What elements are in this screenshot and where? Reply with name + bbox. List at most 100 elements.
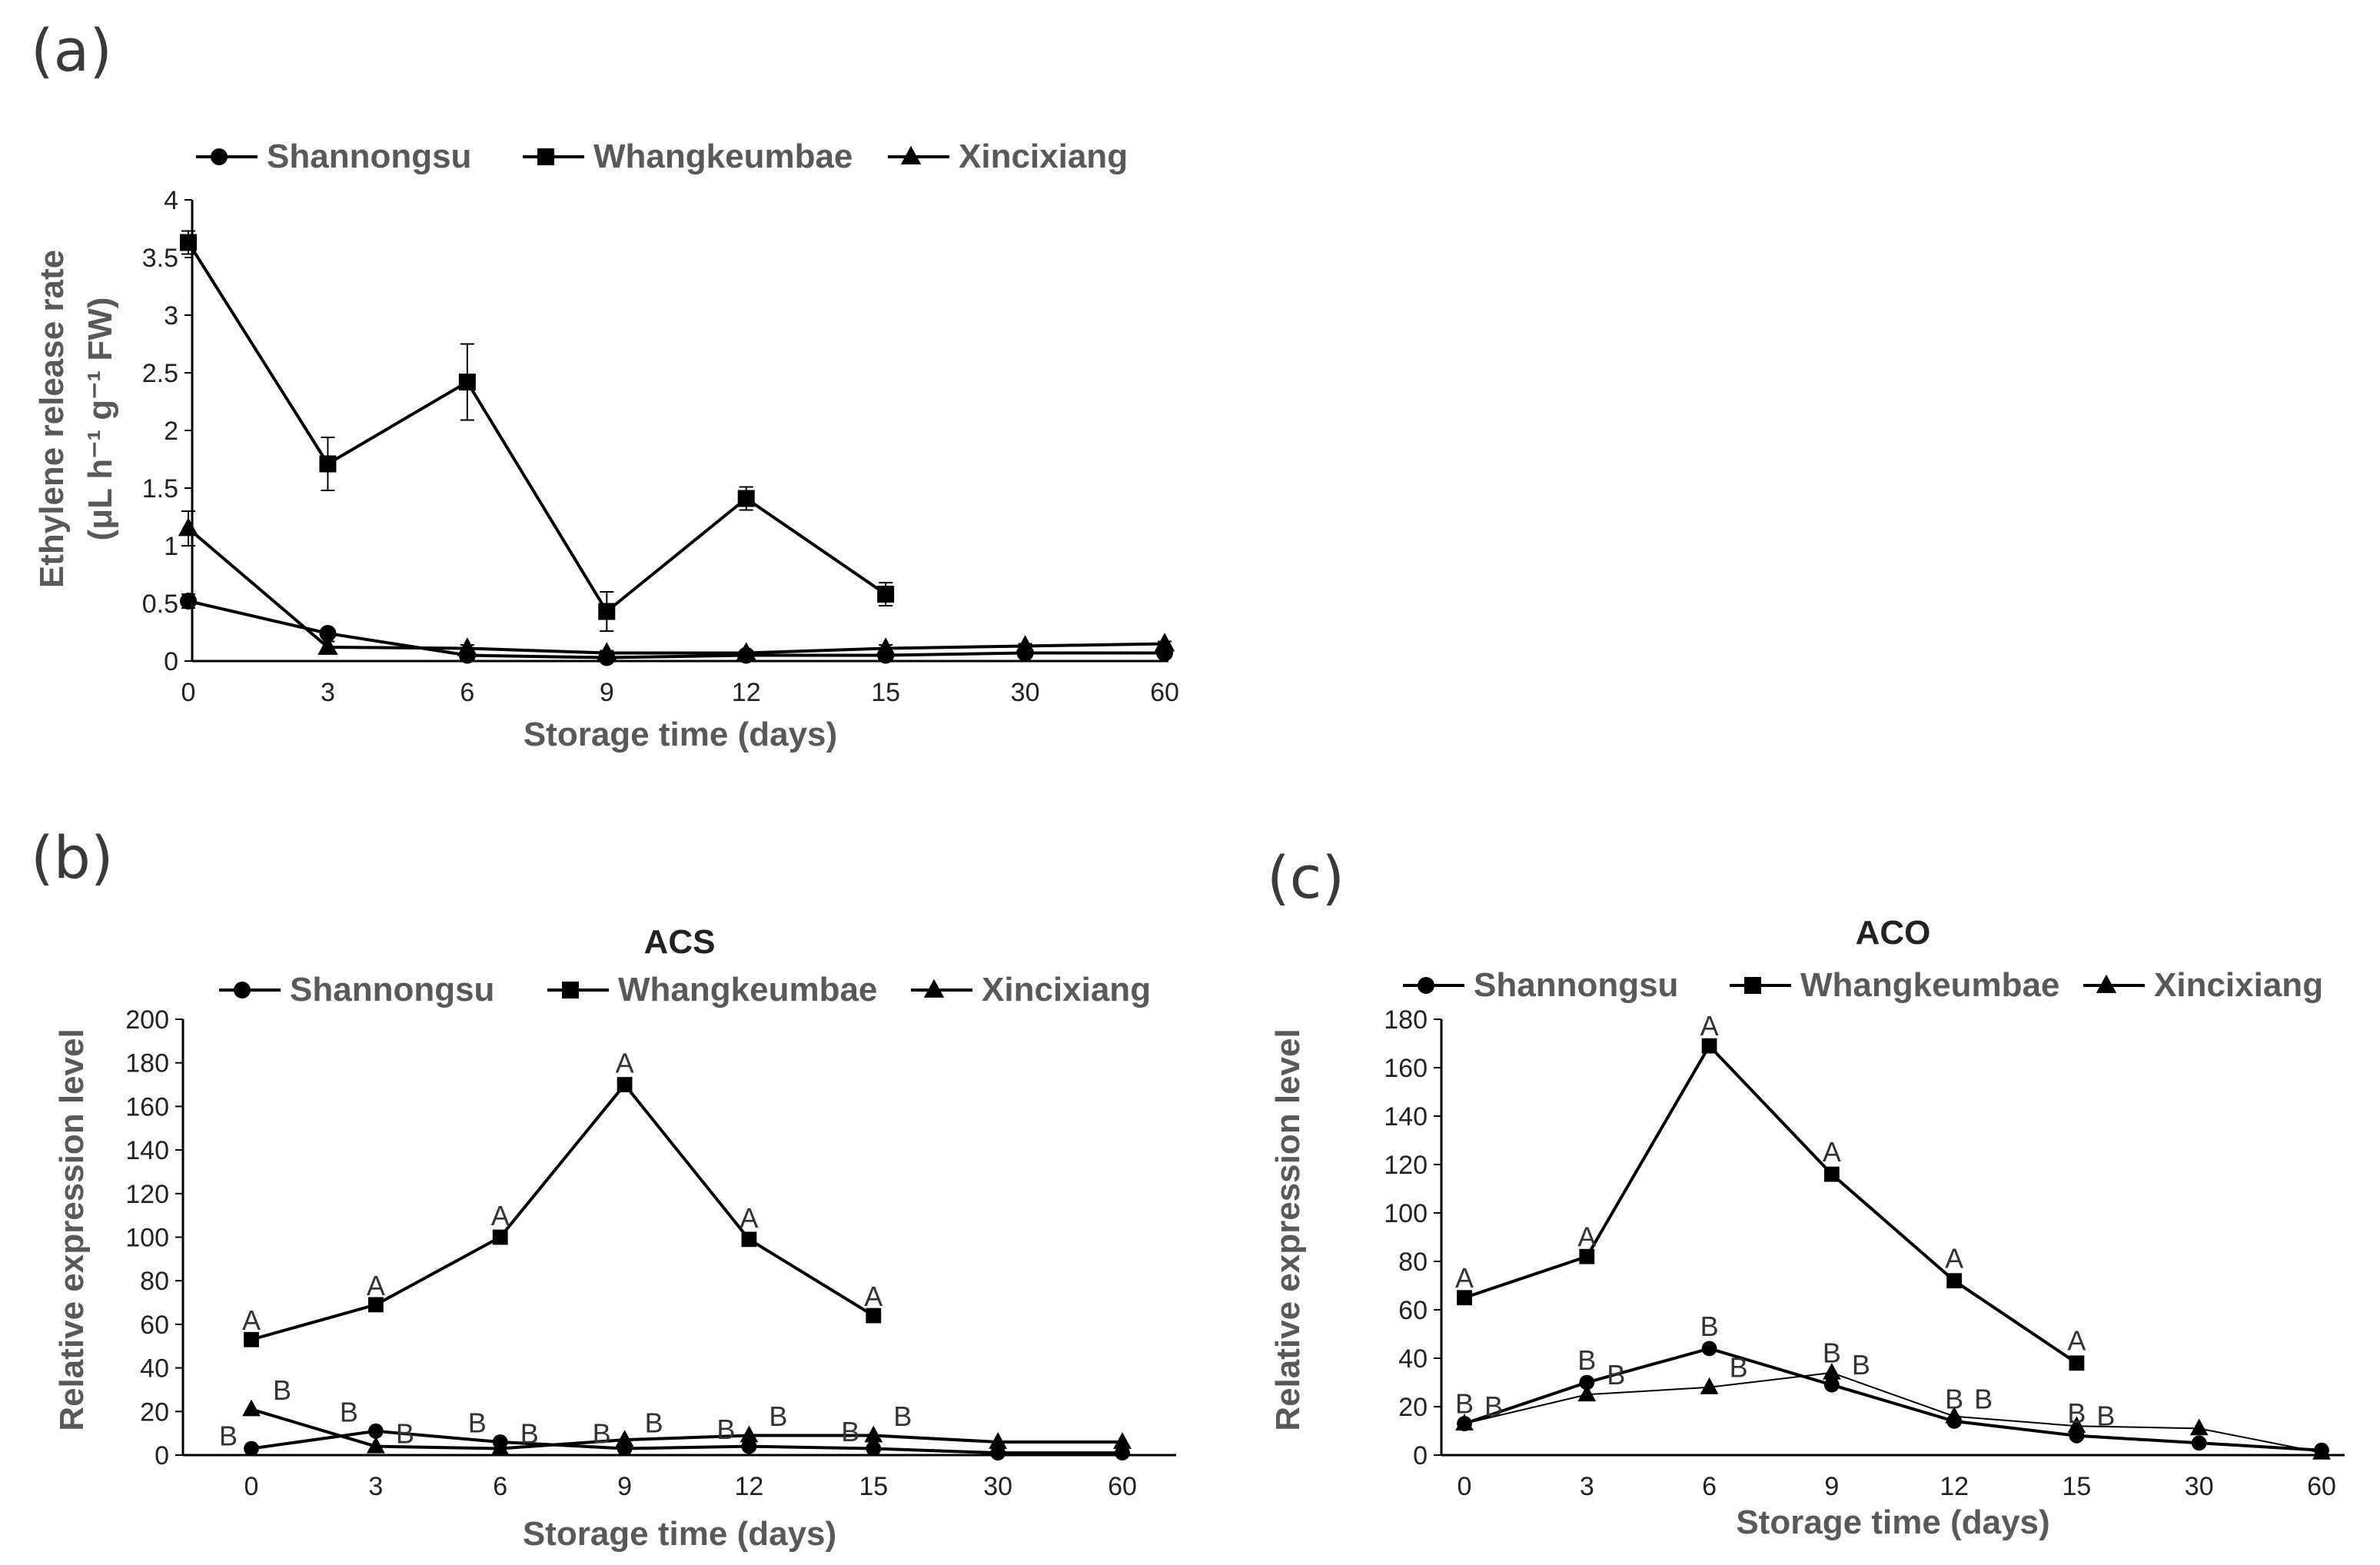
x-tick-label: 9 xyxy=(617,1472,632,1501)
significance-letter: B xyxy=(716,1414,735,1445)
significance-letter: A xyxy=(491,1200,510,1231)
panel-letter-b: (b) xyxy=(31,823,114,892)
chart-aco-expression: ACO Shannongsu Whangkeumbae Xincixiang 0 20 40… xyxy=(1269,914,2345,1541)
data-point-square xyxy=(598,603,616,620)
data-point-square xyxy=(458,374,476,390)
legend-marker-circle xyxy=(211,148,228,165)
data-point-circle xyxy=(1823,1377,1840,1393)
data-point-triangle xyxy=(178,517,199,537)
x-axis-label: Storage time (days) xyxy=(524,716,837,753)
data-point-triangle xyxy=(1700,1377,1719,1394)
legend-marker-square xyxy=(537,148,554,165)
data-point-square xyxy=(319,455,337,473)
significance-letter: B xyxy=(1607,1359,1625,1391)
y-tick-label: 120 xyxy=(125,1180,169,1209)
series-line-triangle xyxy=(251,1407,1122,1450)
y-tick-label: 0 xyxy=(155,1441,169,1470)
x-tick-label: 12 xyxy=(732,678,761,707)
legend-label: Whangkeumbae xyxy=(618,971,877,1008)
legend-label: Xincixiang xyxy=(959,138,1128,175)
y-tick-label: 80 xyxy=(1398,1248,1428,1277)
data-point-circle xyxy=(1115,1445,1130,1461)
x-tick-label: 15 xyxy=(859,1472,888,1501)
x-tick-label: 30 xyxy=(983,1472,1012,1501)
x-tick-label: 3 xyxy=(1580,1472,1594,1501)
significance-letter: B xyxy=(769,1401,787,1432)
significance-letter: B xyxy=(219,1420,238,1451)
data-point-square xyxy=(1946,1273,1963,1289)
data-point-square xyxy=(617,1077,633,1092)
x-tick-label: 3 xyxy=(368,1472,383,1501)
significance-letter: A xyxy=(864,1281,883,1312)
series-line-square xyxy=(187,241,887,613)
data-point-square xyxy=(1457,1290,1472,1306)
data-point-triangle xyxy=(875,637,896,656)
significance-letter: B xyxy=(396,1418,414,1450)
legend-label: Shannongsu xyxy=(290,971,494,1008)
legend-marker-circle xyxy=(234,982,251,998)
y-axis-label: Relative expression level xyxy=(1269,1028,1307,1430)
data-point-circle xyxy=(741,1438,757,1454)
data-point-triangle xyxy=(597,642,617,661)
significance-letter: B xyxy=(841,1416,859,1447)
x-axis-label: Storage time (days) xyxy=(523,1515,836,1553)
y-tick-label: 1.5 xyxy=(142,474,178,503)
y-tick-label: 100 xyxy=(1384,1199,1428,1228)
legend-label: Xincixiang xyxy=(982,971,1151,1008)
y-tick-label: 180 xyxy=(1384,1005,1428,1035)
y-tick-label: 140 xyxy=(1384,1102,1428,1131)
data-point-square xyxy=(1579,1248,1595,1264)
significance-letter: A xyxy=(367,1270,385,1301)
y-tick-label: 20 xyxy=(140,1397,169,1427)
y-tick-label: 2 xyxy=(164,417,178,446)
data-point-triangle xyxy=(366,1436,385,1454)
legend-label: Xincixiang xyxy=(2154,966,2323,1004)
legend-label: Shannongsu xyxy=(267,138,471,175)
data-point-circle xyxy=(1579,1374,1595,1391)
significance-letter: B xyxy=(1852,1349,1870,1381)
significance-letter: A xyxy=(1455,1262,1474,1294)
x-tick-label: 9 xyxy=(600,678,614,707)
significance-letter: A xyxy=(616,1048,634,1079)
legend-marker-circle xyxy=(1418,977,1434,994)
data-point-circle xyxy=(244,1440,259,1457)
series-line-circle xyxy=(251,1429,1122,1455)
data-point-triangle xyxy=(736,642,756,661)
y-tick-label: 160 xyxy=(1384,1054,1428,1083)
x-tick-label: 15 xyxy=(2063,1472,2092,1501)
data-point-square xyxy=(1701,1038,1717,1054)
significance-letter: A xyxy=(1700,1010,1719,1042)
data-point-square xyxy=(180,234,197,251)
significance-letter: B xyxy=(1484,1391,1503,1422)
y-tick-label: 3.5 xyxy=(142,244,178,273)
data-point-square xyxy=(244,1331,259,1347)
data-point-triangle xyxy=(2189,1418,2209,1436)
legend-marker-triangle xyxy=(900,145,922,164)
data-point-square xyxy=(2069,1355,2085,1371)
significance-letter: A xyxy=(1577,1221,1596,1252)
significance-letter: A xyxy=(242,1304,261,1336)
data-point-triangle xyxy=(2067,1416,2086,1434)
significance-letter: B xyxy=(645,1407,663,1438)
significance-letter: A xyxy=(2067,1325,2086,1357)
series-line-square xyxy=(1464,1044,2078,1364)
data-point-circle xyxy=(180,593,197,610)
panel-letter-a: (a) xyxy=(31,16,112,85)
y-tick-label: 100 xyxy=(125,1224,169,1253)
chart-acs-expression: ACS Shannongsu Whangkeumbae Xincixiang 0 20 40… xyxy=(53,923,1176,1553)
data-point-circle xyxy=(367,1423,384,1439)
legend-label: Shannongsu xyxy=(1474,966,1678,1004)
data-point-square xyxy=(367,1297,384,1313)
x-tick-label: 9 xyxy=(1824,1472,1839,1501)
y-tick-label: 80 xyxy=(140,1267,169,1296)
data-point-triangle xyxy=(1577,1384,1597,1402)
series-line-triangle xyxy=(187,527,1165,655)
significance-letter: B xyxy=(468,1407,487,1438)
y-tick-label: 200 xyxy=(125,1005,169,1035)
data-point-circle xyxy=(1701,1341,1717,1357)
y-tick-label: 160 xyxy=(125,1092,169,1121)
y-tick-label: 0.5 xyxy=(142,590,178,619)
significance-letter: B xyxy=(1700,1311,1719,1342)
y-tick-label: 0 xyxy=(164,647,178,676)
